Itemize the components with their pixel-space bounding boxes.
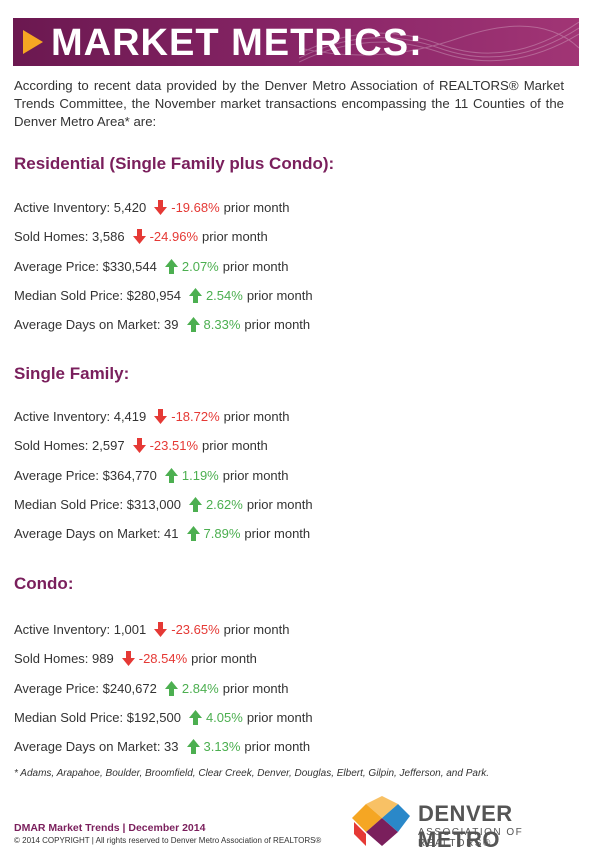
header-banner: MARKET METRICS:: [13, 18, 579, 66]
metric-suffix: prior month: [244, 526, 311, 542]
metric-label: Sold Homes: 2,597: [14, 438, 125, 454]
metric-change: 2.54%: [205, 287, 243, 303]
arrow-up-icon: [164, 467, 178, 483]
metric-change: -18.72%: [171, 409, 220, 424]
metric-row: Average Price: $364,770 1.19% prior month: [14, 467, 289, 483]
metric-change: -24.96%: [149, 229, 198, 245]
metric-suffix: prior month: [191, 651, 257, 667]
metric-row: Sold Homes: 3,586 -24.96% prior month: [14, 229, 268, 245]
arrow-up-icon: [164, 258, 178, 274]
metric-suffix: prior month: [223, 622, 290, 637]
metric-label: Average Price: $240,672: [14, 680, 157, 696]
metric-row: Average Days on Market: 41 7.89% prior mon…: [14, 526, 311, 542]
section-title: Single Family:: [14, 364, 130, 383]
metric-row: Average Price: $330,544 2.07% prior month: [14, 258, 289, 274]
metric-suffix: prior month: [202, 438, 268, 454]
arrow-up-icon: [186, 317, 200, 333]
metric-label: Median Sold Price: $280,954: [14, 287, 181, 303]
metric-change: -23.51%: [149, 438, 198, 454]
arrow-down-icon: [132, 229, 146, 245]
metric-label: Average Price: $330,544: [14, 258, 157, 274]
arrow-down-icon: [121, 651, 135, 667]
metric-label: Sold Homes: 989: [14, 651, 114, 667]
metric-suffix: prior month: [246, 496, 313, 512]
metric-row: Median Sold Price: $192,500 4.05% prior mo…: [14, 709, 313, 725]
metric-row: Average Days on Market: 33 3.13% prior mon…: [14, 739, 311, 755]
metric-row: Median Sold Price: $313,000 2.62% prior mo…: [14, 496, 313, 512]
metric-change: 2.07%: [181, 258, 219, 274]
metric-suffix: prior month: [222, 680, 289, 696]
metric-label: Median Sold Price: $192,500: [14, 709, 181, 725]
arrow-up-icon: [188, 709, 202, 725]
arrow-down-icon: [132, 438, 146, 454]
metric-change: -19.68%: [171, 200, 220, 215]
metric-label: Active Inventory: 1,001: [14, 622, 147, 637]
arrow-up-icon: [164, 680, 178, 696]
arrow-up-icon: [188, 496, 202, 512]
metric-row: Average Days on Market: 39 8.33% prior mon…: [14, 317, 311, 333]
metric-row: Active Inventory: 5,420 -19.68% prior mont…: [14, 200, 289, 215]
metric-row: Median Sold Price: $280,954 2.54% prior mo…: [14, 287, 313, 303]
arrow-up-icon: [188, 287, 202, 303]
metric-row: Active Inventory: 4,419 -18.72% prior mont…: [14, 409, 289, 424]
intro-paragraph: According to recent data provided by the…: [14, 78, 564, 129]
arrow-up-icon: [186, 526, 200, 542]
metric-suffix: prior month: [202, 229, 268, 245]
metric-row: Sold Homes: 2,597 -23.51% prior month: [14, 438, 268, 454]
metric-change: 3.13%: [203, 739, 241, 755]
metric-label: Sold Homes: 3,586: [14, 229, 125, 245]
metric-row: Average Price: $240,672 2.84% prior month: [14, 680, 289, 696]
metric-label: Average Days on Market: 41: [14, 526, 179, 542]
arrow-down-icon: [154, 622, 168, 637]
dmar-logo-icon: [352, 796, 410, 846]
metric-change: 7.89%: [203, 526, 241, 542]
metric-change: 2.62%: [205, 496, 243, 512]
metric-suffix: prior month: [246, 709, 313, 725]
arrow-up-icon: [186, 739, 200, 755]
brand-tagline: ASSOCIATION OF REALTORS®: [418, 827, 524, 849]
section-title: Residential (Single Family plus Condo):: [14, 154, 335, 173]
metric-change: 8.33%: [203, 317, 241, 333]
metric-row: Sold Homes: 989 -28.54% prior month: [14, 651, 257, 667]
page-title: MARKET METRICS:: [51, 22, 423, 64]
metric-label: Active Inventory: 5,420: [14, 200, 147, 215]
metric-change: 2.84%: [181, 680, 219, 696]
metric-label: Average Days on Market: 33: [14, 739, 179, 755]
metric-suffix: prior month: [222, 258, 289, 274]
arrow-down-icon: [154, 409, 168, 424]
play-triangle-icon: [23, 30, 43, 54]
metric-suffix: prior month: [222, 467, 289, 483]
metric-label: Active Inventory: 4,419: [14, 409, 147, 424]
footer-publication: DMAR Market Trends | December 2014: [14, 822, 206, 834]
arrow-down-icon: [154, 200, 168, 215]
metric-change: 4.05%: [205, 709, 243, 725]
metric-suffix: prior month: [246, 287, 313, 303]
metric-change: 1.19%: [181, 467, 219, 483]
metric-suffix: prior month: [223, 200, 290, 215]
metric-suffix: prior month: [223, 409, 290, 424]
wave-pattern-icon: [299, 21, 579, 63]
brand-name: DENVER METRO: [418, 801, 513, 852]
metric-label: Average Price: $364,770: [14, 467, 157, 483]
footer-copyright: © 2014 COPYRIGHT | All rights reserved t…: [14, 836, 322, 845]
county-footnote: * Adams, Arapahoe, Boulder, Broomfield, …: [14, 768, 490, 779]
metric-label: Average Days on Market: 39: [14, 317, 179, 333]
metric-change: -23.65%: [171, 622, 220, 637]
metric-label: Median Sold Price: $313,000: [14, 496, 181, 512]
metric-suffix: prior month: [244, 739, 311, 755]
metric-change: -28.54%: [138, 651, 188, 667]
metric-row: Active Inventory: 1,001 -23.65% prior mont…: [14, 622, 289, 637]
metric-suffix: prior month: [244, 317, 311, 333]
section-title: Condo:: [14, 574, 74, 593]
